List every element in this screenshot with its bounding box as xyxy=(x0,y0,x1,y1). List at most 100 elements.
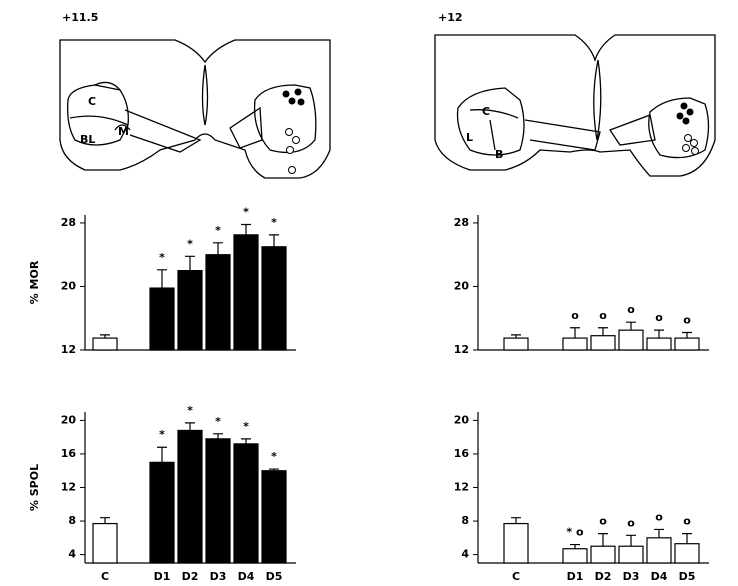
y-tick-label: 28 xyxy=(61,216,76,229)
bar xyxy=(504,338,528,350)
x-tick-label: C xyxy=(512,570,520,583)
error-bar xyxy=(269,235,279,247)
site-filled xyxy=(289,98,296,105)
significance-mark: o xyxy=(571,309,579,322)
x-tick-label: D3 xyxy=(623,570,640,583)
error-bar xyxy=(213,243,223,255)
x-tick-label: D4 xyxy=(651,570,668,583)
y-tick-label: 20 xyxy=(61,413,77,426)
significance-mark: * xyxy=(159,251,165,264)
error-bar xyxy=(185,256,195,270)
bar xyxy=(675,338,699,350)
significance-mark: o xyxy=(627,516,635,529)
error-bar xyxy=(241,225,251,235)
bar xyxy=(591,546,615,563)
significance-mark: * xyxy=(187,237,193,250)
error-bar xyxy=(626,322,636,330)
significance-mark: * xyxy=(215,415,221,428)
bar xyxy=(647,338,671,350)
x-tick-label: D1 xyxy=(154,570,171,583)
site-filled xyxy=(681,103,688,110)
bar xyxy=(234,235,258,350)
error-bar xyxy=(511,518,521,524)
site-open xyxy=(293,137,300,144)
x-tick-label: D4 xyxy=(238,570,255,583)
significance-mark: * xyxy=(215,224,221,237)
bar xyxy=(563,338,587,350)
bar xyxy=(563,549,587,563)
y-tick-label: 8 xyxy=(68,514,76,527)
y-tick-label: 20 xyxy=(454,279,470,292)
significance-mark: o xyxy=(683,515,691,528)
y-tick-label: 20 xyxy=(61,279,77,292)
bar xyxy=(619,330,643,350)
bar xyxy=(234,444,258,563)
significance-mark: * xyxy=(243,420,249,433)
y-axis-label: % SPOL xyxy=(28,464,41,511)
y-tick-label: 8 xyxy=(461,514,469,527)
y-tick-label: 12 xyxy=(454,481,469,494)
error-bar xyxy=(157,447,167,462)
x-tick-label: C xyxy=(101,570,109,583)
error-bar xyxy=(213,434,223,439)
bar xyxy=(619,546,643,563)
error-bar xyxy=(570,328,580,338)
error-bar xyxy=(654,529,664,537)
y-tick-label: 12 xyxy=(61,481,76,494)
figure: +11.5 C BL M +12 C L B 12 20 28 % MOR * * * * * 1… xyxy=(0,0,738,586)
error-bar xyxy=(598,328,608,336)
site-open xyxy=(683,145,690,152)
site-filled xyxy=(283,91,290,98)
x-tick-label: D2 xyxy=(182,570,199,583)
region-label: C xyxy=(88,95,96,108)
error-bar xyxy=(626,535,636,546)
significance-mark: * xyxy=(243,206,249,219)
site-filled xyxy=(298,99,305,106)
site-filled xyxy=(683,118,690,125)
error-bar xyxy=(100,518,110,524)
site-filled xyxy=(687,109,694,116)
y-tick-label: 4 xyxy=(68,548,76,561)
bar xyxy=(262,247,286,350)
significance-mark: o xyxy=(683,314,691,327)
bar xyxy=(675,544,699,563)
significance-mark: o xyxy=(655,510,663,523)
x-tick-label: D5 xyxy=(266,570,283,583)
site-open xyxy=(685,135,692,142)
significance-mark: o xyxy=(627,303,635,316)
region-label: BL xyxy=(80,133,95,146)
y-axis-label: % MOR xyxy=(28,260,41,304)
region-label: M xyxy=(118,125,129,138)
y-tick-label: 20 xyxy=(454,413,470,426)
y-tick-label: 16 xyxy=(61,447,77,460)
bar xyxy=(591,336,615,350)
bar xyxy=(178,430,202,563)
significance-mark: * xyxy=(187,404,193,417)
bar xyxy=(206,255,230,350)
site-open xyxy=(289,167,296,174)
error-bar xyxy=(570,545,580,549)
bar xyxy=(206,439,230,563)
error-bar xyxy=(654,330,664,338)
bar xyxy=(150,462,174,563)
bar xyxy=(504,524,528,563)
brain-section-right: +12 C L B xyxy=(435,11,715,176)
site-open xyxy=(286,129,293,136)
significance-mark: o xyxy=(655,311,663,324)
significance-mark: * xyxy=(271,450,277,463)
bar xyxy=(647,538,671,563)
site-filled xyxy=(677,113,684,120)
site-open xyxy=(287,147,294,154)
bar xyxy=(262,471,286,563)
error-bar xyxy=(185,423,195,431)
bar xyxy=(93,524,117,563)
significance-mark: * xyxy=(159,428,165,441)
significance-mark: * o xyxy=(566,526,584,539)
region-label: L xyxy=(466,131,473,144)
y-tick-label: 12 xyxy=(61,343,76,356)
error-bar xyxy=(157,270,167,288)
significance-mark: o xyxy=(599,515,607,528)
brain-section-left: +11.5 C BL M xyxy=(60,11,330,178)
error-bar xyxy=(241,439,251,444)
x-tick-label: D3 xyxy=(210,570,227,583)
